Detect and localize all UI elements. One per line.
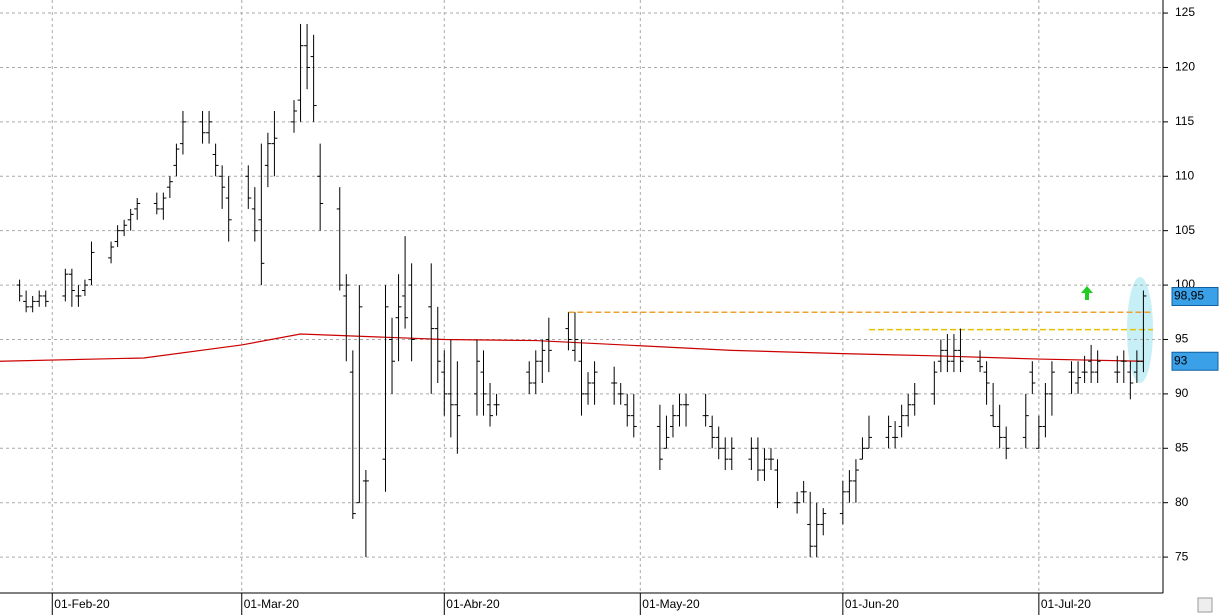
y-tick-label: 105: [1175, 223, 1195, 237]
price-label-box: [1171, 351, 1219, 371]
x-tick-label: 01-Abr-20: [446, 597, 500, 611]
price-label-box: [1171, 287, 1219, 306]
y-tick-label: 115: [1175, 114, 1194, 128]
y-tick-label: 125: [1175, 5, 1195, 19]
y-tick-label: 75: [1175, 549, 1189, 563]
x-tick-label: 01-Mar-20: [244, 597, 300, 611]
x-tick-label: 01-Jun-20: [845, 597, 899, 611]
y-tick-label: 90: [1175, 386, 1189, 400]
corner-icon: [1197, 597, 1213, 613]
price-label: 93: [1174, 353, 1188, 367]
y-tick-label: 85: [1175, 440, 1189, 454]
y-tick-label: 120: [1175, 60, 1195, 74]
x-tick-label: 01-Jul-20: [1041, 597, 1091, 611]
up-arrow: [1081, 286, 1093, 300]
y-tick-label: 110: [1175, 168, 1194, 182]
moving-average: [0, 333, 1144, 362]
x-tick-label: 01-May-20: [642, 597, 700, 611]
price-label: 98,95: [1174, 289, 1204, 303]
y-tick-label: 80: [1175, 495, 1189, 509]
x-tick-label: 01-Feb-20: [54, 597, 110, 611]
y-tick-label: 95: [1175, 332, 1189, 346]
